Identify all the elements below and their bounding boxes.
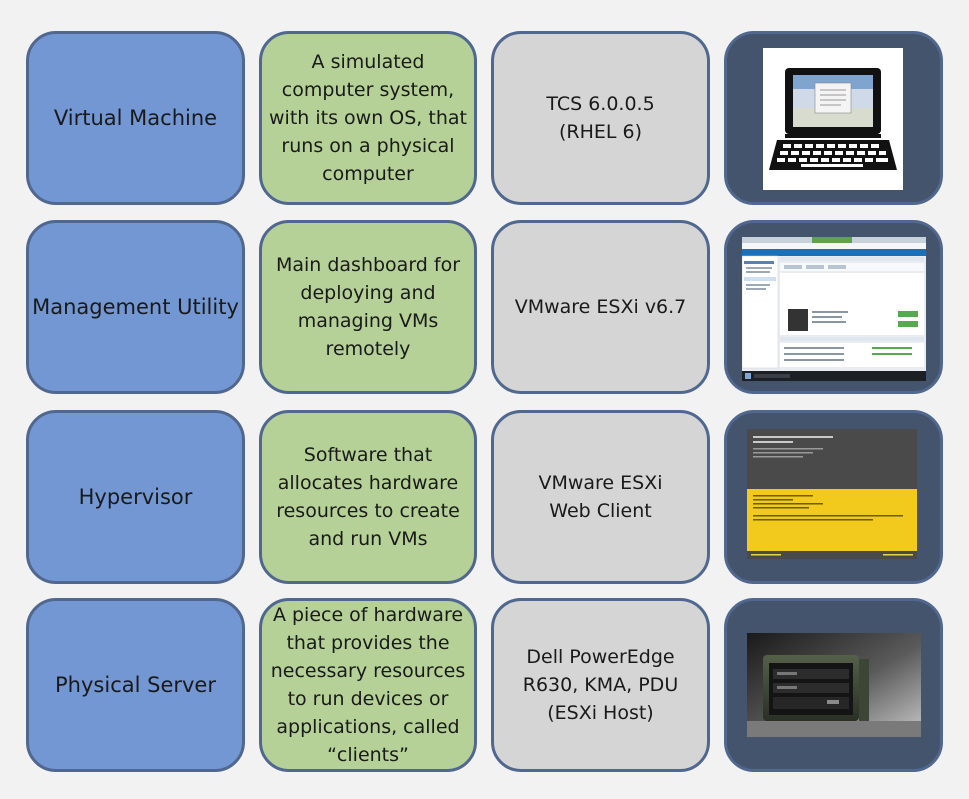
layer-box-physical-server: Physical Server bbox=[26, 598, 245, 772]
layer-box-virtual-machine: Virtual Machine bbox=[26, 31, 245, 205]
layer-label: Management Utility bbox=[32, 295, 239, 319]
image-box-hypervisor bbox=[724, 410, 943, 584]
description-text: Main dashboard for deploying and managin… bbox=[275, 254, 461, 360]
product-box-management-utility: VMware ESXi v6.7 bbox=[491, 220, 710, 394]
esxi-dashboard-screenshot bbox=[742, 237, 926, 381]
product-text: VMware ESXi v6.7 bbox=[514, 296, 687, 318]
product-box-virtual-machine: TCS 6.0.0.5 (RHEL 6) bbox=[491, 31, 710, 205]
description-text: A piece of hardware that provides the ne… bbox=[270, 604, 466, 766]
rugged-server-photo bbox=[747, 633, 921, 737]
layer-label: Virtual Machine bbox=[53, 106, 218, 130]
description-box-hypervisor: Software that allocates hardware resourc… bbox=[259, 410, 477, 584]
description-box-physical-server: A piece of hardware that provides the ne… bbox=[259, 598, 477, 772]
layer-label: Hypervisor bbox=[78, 485, 193, 509]
description-text: Software that allocates hardware resourc… bbox=[276, 444, 460, 550]
product-text: Dell PowerEdge R630, KMA, PDU (ESXi Host… bbox=[522, 646, 679, 724]
image-box-physical-server bbox=[724, 598, 943, 772]
description-box-virtual-machine: A simulated computer system, with its ow… bbox=[259, 31, 477, 205]
layer-box-management-utility: Management Utility bbox=[26, 220, 245, 394]
product-box-hypervisor: VMware ESXi Web Client bbox=[491, 410, 710, 584]
esxi-console-screenshot bbox=[747, 429, 917, 559]
description-box-management-utility: Main dashboard for deploying and managin… bbox=[259, 220, 477, 394]
product-box-physical-server: Dell PowerEdge R630, KMA, PDU (ESXi Host… bbox=[491, 598, 710, 772]
laptop-icon bbox=[763, 48, 903, 190]
image-box-management-utility bbox=[724, 220, 943, 394]
description-text: A simulated computer system, with its ow… bbox=[269, 51, 467, 185]
product-text: TCS 6.0.0.5 (RHEL 6) bbox=[546, 93, 655, 143]
layer-label: Physical Server bbox=[55, 673, 216, 697]
layer-box-hypervisor: Hypervisor bbox=[26, 410, 245, 584]
product-text: VMware ESXi Web Client bbox=[538, 472, 663, 522]
image-box-virtual-machine bbox=[724, 31, 943, 205]
